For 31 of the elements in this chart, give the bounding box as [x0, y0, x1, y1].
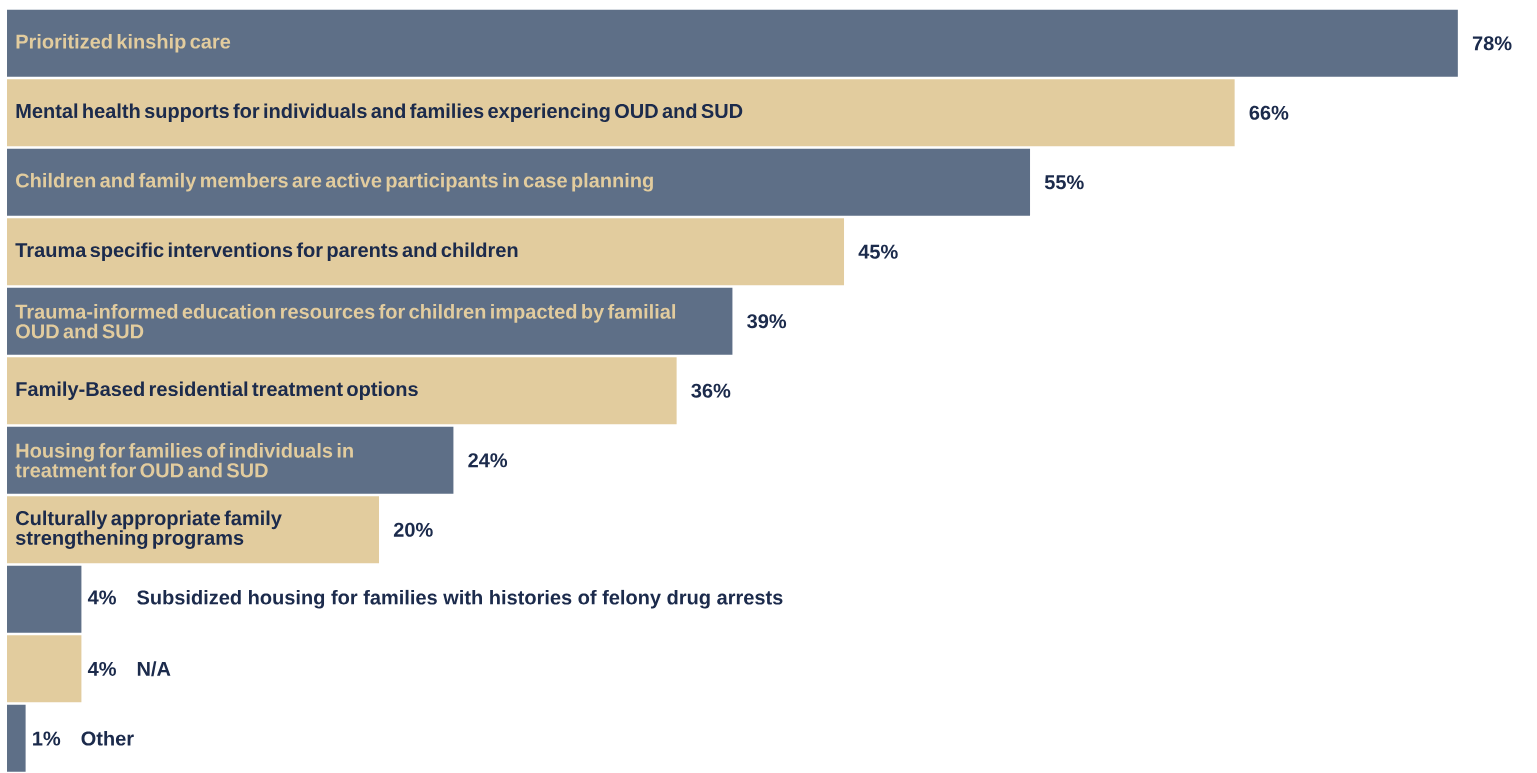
- y-tick-label: Subsidized housing for families with histories of felony drug arrests: [137, 589, 783, 609]
- bar: [7, 704, 26, 772]
- y-tick-label: Culturally appropriate family strengthening programs: [15, 510, 282, 549]
- bar: [7, 287, 733, 355]
- data-label: 45%: [858, 244, 898, 259]
- bar: [7, 635, 82, 703]
- bar: [7, 357, 677, 425]
- data-label: 66%: [1249, 105, 1289, 120]
- data-label: 4%: [87, 661, 116, 676]
- bar: [7, 218, 845, 286]
- y-tick-label: Prioritized kinship care: [16, 33, 231, 53]
- data-label: 24%: [468, 453, 508, 468]
- y-tick-label: Other: [81, 730, 134, 746]
- y-tick-label: Trauma specific interventions for parents and children: [15, 242, 518, 262]
- data-label: 39%: [747, 314, 787, 329]
- bar: [7, 79, 1235, 147]
- data-label: 4%: [87, 590, 116, 605]
- y-tick-label: N/A: [137, 661, 171, 677]
- data-label: 1%: [33, 731, 61, 746]
- bar: [7, 565, 82, 633]
- data-label: 20%: [393, 522, 433, 537]
- y-tick-label: Family-Based residential treatment options: [16, 381, 418, 401]
- y-tick-label: Mental health supports for individuals and families experiencing OUD and SUD: [16, 103, 743, 123]
- y-tick-label: Children and family members are active participants in case planning: [16, 172, 653, 192]
- data-label: 78%: [1472, 36, 1512, 51]
- y-tick-label: Trauma-informed education resources for children impacted by familial OUD and SUD: [15, 304, 676, 339]
- bar: [7, 148, 1031, 216]
- data-label: 55%: [1044, 175, 1084, 190]
- bar: [7, 9, 1458, 77]
- data-label: 36%: [691, 383, 731, 398]
- y-tick-label: Housing for families of individuals in treatment for OUD and SUD: [15, 443, 353, 478]
